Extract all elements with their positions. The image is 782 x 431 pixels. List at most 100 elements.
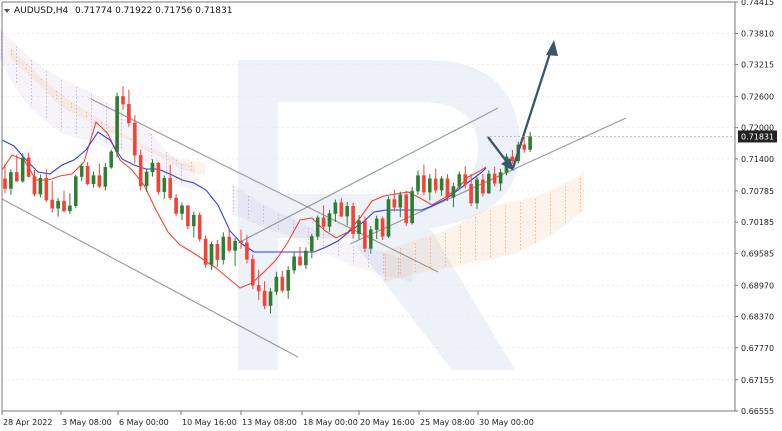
current-price-badge (738, 130, 777, 143)
bull-candle (374, 218, 379, 230)
bull-candle (91, 175, 96, 185)
bull-candle (304, 250, 308, 266)
bear-candle (363, 220, 367, 249)
bull-candle (38, 177, 43, 195)
bull-candle (180, 205, 184, 214)
bull-candle (20, 157, 25, 182)
bear-candle (339, 202, 344, 217)
cloud-orange-upper (9, 47, 206, 177)
bull-candle (475, 179, 479, 204)
y-tick-label: 0.67155 (741, 376, 774, 385)
bear-candle (3, 178, 7, 189)
bear-candle (463, 174, 468, 185)
bear-candle (215, 244, 220, 261)
bear-candle (227, 236, 232, 251)
bull-candle (315, 217, 320, 237)
y-tick-label: 0.73810 (741, 29, 774, 38)
y-tick-label: 0.70785 (741, 187, 774, 196)
x-tick-label: 30 May 00:00 (479, 418, 534, 427)
bear-candle (197, 214, 202, 240)
cloud-orange-lower (383, 168, 585, 283)
bear-candle (121, 96, 125, 105)
forecast-arrow-up (511, 46, 554, 169)
bear-candle (239, 240, 243, 243)
bear-candle (492, 173, 497, 184)
current-price-label: 0.71831 (741, 132, 774, 141)
bull-candle (345, 206, 350, 217)
bull-candle (233, 240, 237, 251)
bear-candle (174, 197, 178, 214)
x-tick-label: 28 Apr 2022 (3, 418, 52, 427)
y-tick-label: 0.68370 (741, 313, 774, 322)
bear-candle (245, 242, 249, 260)
bull-candle (56, 200, 60, 209)
bull-candle (310, 236, 314, 252)
bull-candle (268, 291, 273, 306)
forecast-arrows (487, 40, 558, 171)
bull-candle (357, 220, 361, 235)
arrowhead-down-icon (501, 158, 514, 171)
chart-header: AUDUSD,H4 0.71774 0.71922 0.71756 0.7183… (4, 6, 232, 16)
bear-candle (256, 285, 261, 292)
bull-candle (428, 178, 432, 193)
x-tick-label: 10 May 16:00 (182, 418, 237, 427)
bull-candle (162, 177, 167, 192)
y-tick-label: 0.69585 (741, 249, 774, 258)
bull-candle (416, 175, 420, 192)
bear-candle (97, 175, 102, 187)
ohlc-values: 0.71774 0.71922 0.71756 0.71831 (75, 6, 232, 16)
bull-candle (410, 190, 414, 224)
bull-candle (150, 162, 155, 173)
bear-candle (168, 177, 173, 199)
arrowhead-up-icon (546, 40, 558, 56)
y-tick-label: 0.68970 (741, 281, 774, 290)
bear-candle (156, 162, 161, 192)
bear-candle (321, 217, 326, 227)
bull-candle (286, 270, 291, 291)
watermark-logo (238, 60, 520, 370)
bear-candle (203, 238, 208, 265)
cloud-purple-lower (231, 183, 413, 283)
bear-candle (422, 175, 426, 193)
bull-candle (386, 199, 391, 237)
bull-candle (487, 173, 491, 194)
bear-candle (522, 144, 526, 150)
gridlines (2, 1, 735, 412)
bull-candle (79, 165, 84, 177)
bear-candle (250, 259, 255, 286)
bull-candle (103, 167, 108, 187)
bear-candle (85, 165, 90, 185)
y-tick-label: 0.67770 (741, 344, 774, 353)
bull-candle (109, 151, 113, 168)
y-tick-label: 0.66555 (741, 407, 774, 416)
bear-candle (262, 290, 267, 306)
channel-line (237, 107, 499, 244)
bear-candle (481, 179, 485, 194)
x-tick-label: 3 May 08:00 (62, 418, 112, 427)
bear-candle (380, 218, 385, 237)
watermark-counter (278, 102, 478, 194)
bull-candle (68, 205, 72, 212)
x-tick-label: 6 May 00:00 (119, 418, 169, 427)
bull-candle (9, 172, 13, 189)
bull-candle (457, 174, 462, 187)
bear-candle (32, 176, 37, 195)
y-tick-label: 0.72600 (741, 92, 774, 101)
y-tick-label: 0.72000 (741, 124, 774, 133)
x-tick-label: 20 May 16:00 (360, 418, 415, 427)
cloud-purple-upper (0, 29, 196, 191)
bull-candle (209, 244, 214, 265)
x-tick-label: 13 May 08:00 (242, 418, 297, 427)
bull-candle (73, 176, 78, 206)
triangle-down-icon[interactable] (4, 9, 10, 13)
y-tick-label: 0.71400 (741, 155, 774, 164)
bull-candle (451, 186, 456, 198)
bull-candle (221, 236, 226, 261)
bear-candle (351, 206, 355, 235)
trend-channel (1, 98, 627, 358)
bull-candle (144, 171, 149, 187)
bull-candle (274, 276, 279, 292)
